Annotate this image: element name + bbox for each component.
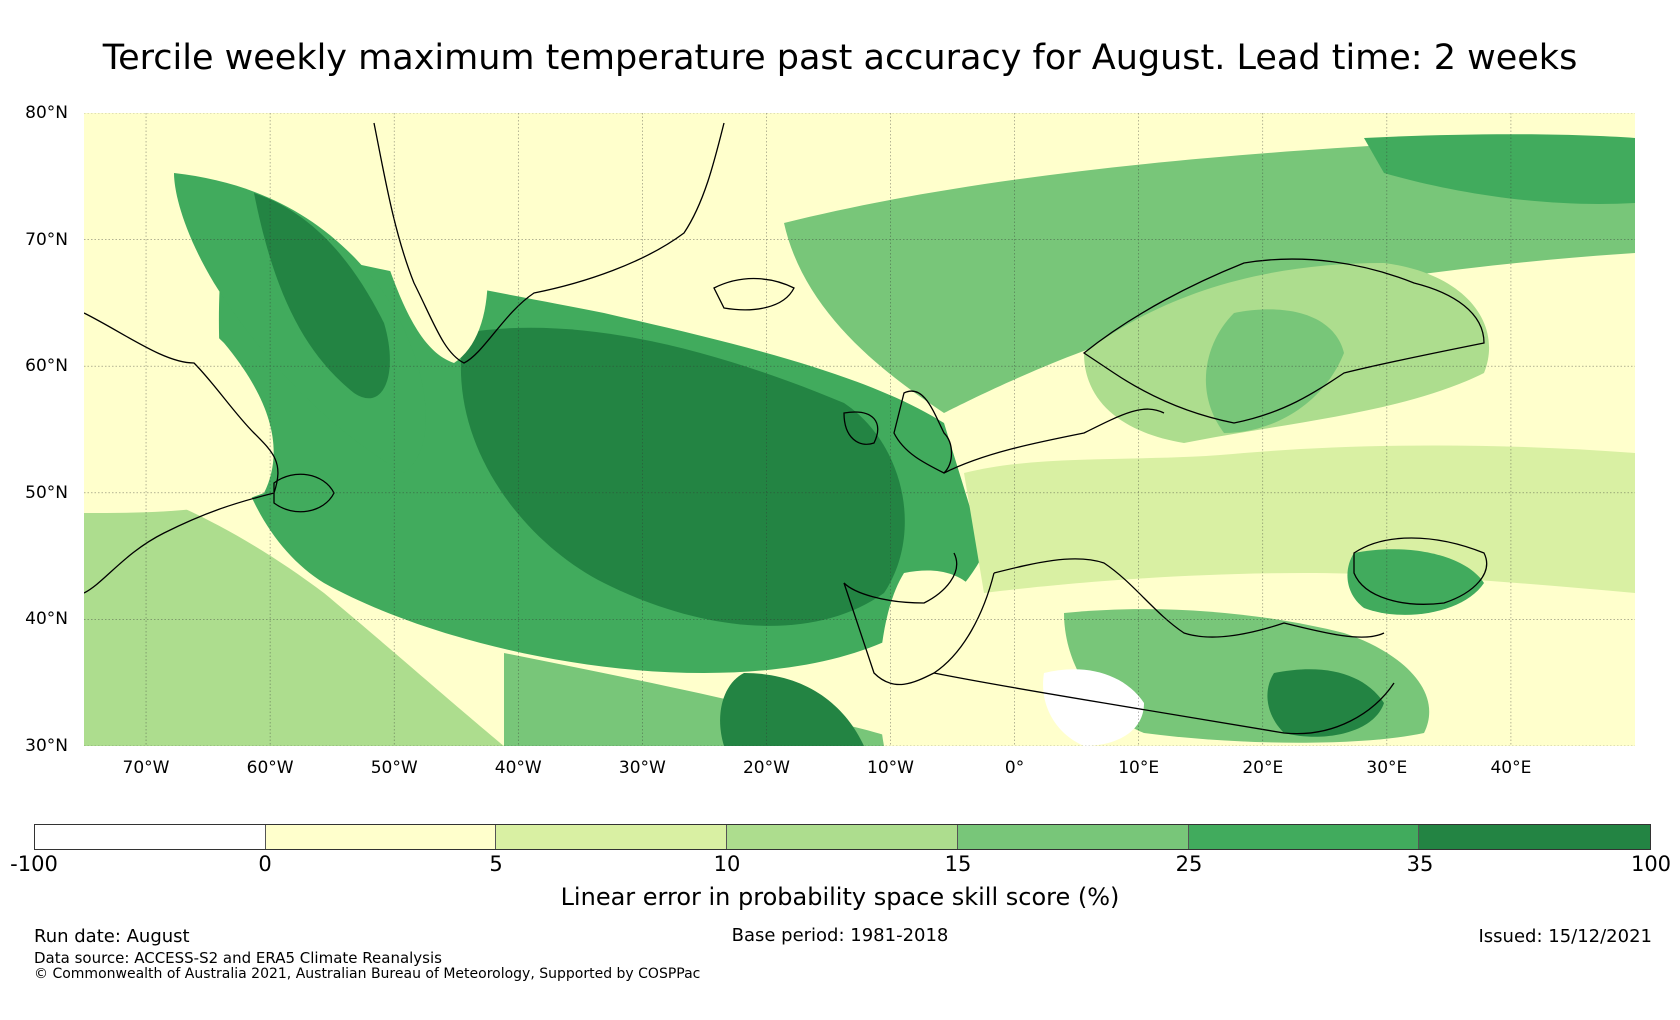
colorbar-label: Linear error in probability space skill … <box>560 883 1120 911</box>
latitude-label: 60°N <box>25 356 68 377</box>
colorbar-tick-label: 5 <box>489 852 503 876</box>
colorbar-segment <box>35 825 266 849</box>
region-iberia-sahara <box>879 570 1001 746</box>
coast-british-isles <box>843 390 953 474</box>
longitude-label: 10°W <box>867 758 914 778</box>
colorbar-tick-label: 25 <box>1175 852 1203 876</box>
region-north-america <box>84 263 274 513</box>
map-title: Tercile weekly maximum temperature past … <box>102 38 1578 78</box>
longitude-label: 30°W <box>618 758 666 778</box>
coastlines <box>84 122 1488 735</box>
colorbar-tick-label: 100 <box>1630 852 1672 876</box>
region-barents-core <box>1364 134 1635 204</box>
longitude-label: 20°W <box>742 758 790 778</box>
colorbar-segment <box>1419 825 1650 849</box>
map-canvas <box>84 113 1635 746</box>
colorbar-tick-label: 35 <box>1406 852 1434 876</box>
latitude-label: 30°N <box>25 736 68 756</box>
longitude-label: 40°E <box>1490 758 1532 778</box>
coast-black-sea <box>1353 537 1488 605</box>
region-canary <box>720 673 864 746</box>
colorbar-segment <box>1188 825 1420 849</box>
region-labrador-core <box>254 193 390 399</box>
region-sahara-white <box>1043 669 1144 746</box>
region-europe <box>964 445 1635 593</box>
region-baltic <box>1205 309 1344 433</box>
latitude-label: 50°N <box>25 482 68 503</box>
data-source: Data source: ACCESS-S2 and ERA5 Climate … <box>34 949 442 967</box>
copyright: © Commonwealth of Australia 2021, Austra… <box>34 966 701 982</box>
coast-greenland <box>373 122 725 364</box>
region-east-med-core <box>1267 669 1384 737</box>
colorbar-segment <box>496 825 728 849</box>
region-atlantic-core <box>460 327 905 626</box>
longitude-label: 70°W <box>122 758 170 778</box>
colorbar-tick-label: 0 <box>258 852 272 876</box>
region-western-atlantic <box>84 473 504 746</box>
skill-regions <box>84 113 1635 746</box>
coast-labrador <box>84 312 279 594</box>
region-greenland <box>376 113 488 363</box>
run-date: Run date: August <box>34 926 190 947</box>
longitude-label: 30°E <box>1366 758 1408 778</box>
coast-iberia <box>843 572 995 686</box>
colorbar-tick-label: -100 <box>10 852 58 876</box>
colorbar-segment <box>727 825 958 849</box>
longitude-label: 50°W <box>370 758 418 778</box>
colorbar-segment <box>265 825 497 849</box>
coast-mediterranean <box>933 558 1395 735</box>
latitude-label: 70°N <box>25 229 68 250</box>
latitude-label: 40°N <box>25 609 68 630</box>
colorbar-tick-label: 15 <box>944 852 972 876</box>
longitude-label: 60°W <box>246 758 294 778</box>
colorbar <box>34 824 1651 850</box>
coast-scandinavia <box>1082 258 1485 424</box>
coast-europe-atlantic <box>843 408 1165 604</box>
base-period: Base period: 1981-2018 <box>731 925 949 946</box>
colorbar-tick-label: 10 <box>713 852 741 876</box>
longitude-label: 40°W <box>494 758 542 778</box>
graticule <box>84 113 1635 746</box>
issued-date: Issued: 15/12/2021 <box>1478 926 1652 947</box>
colorbar-segment <box>957 825 1189 849</box>
latitude-label: 80°N <box>25 103 68 123</box>
coast-iceland <box>713 277 795 311</box>
longitude-label: 20°E <box>1242 758 1284 778</box>
region-black-sea <box>1347 549 1484 615</box>
longitude-label: 10°E <box>1118 758 1160 778</box>
longitude-label: 0° <box>1004 758 1025 778</box>
skill-score-map <box>84 113 1635 746</box>
